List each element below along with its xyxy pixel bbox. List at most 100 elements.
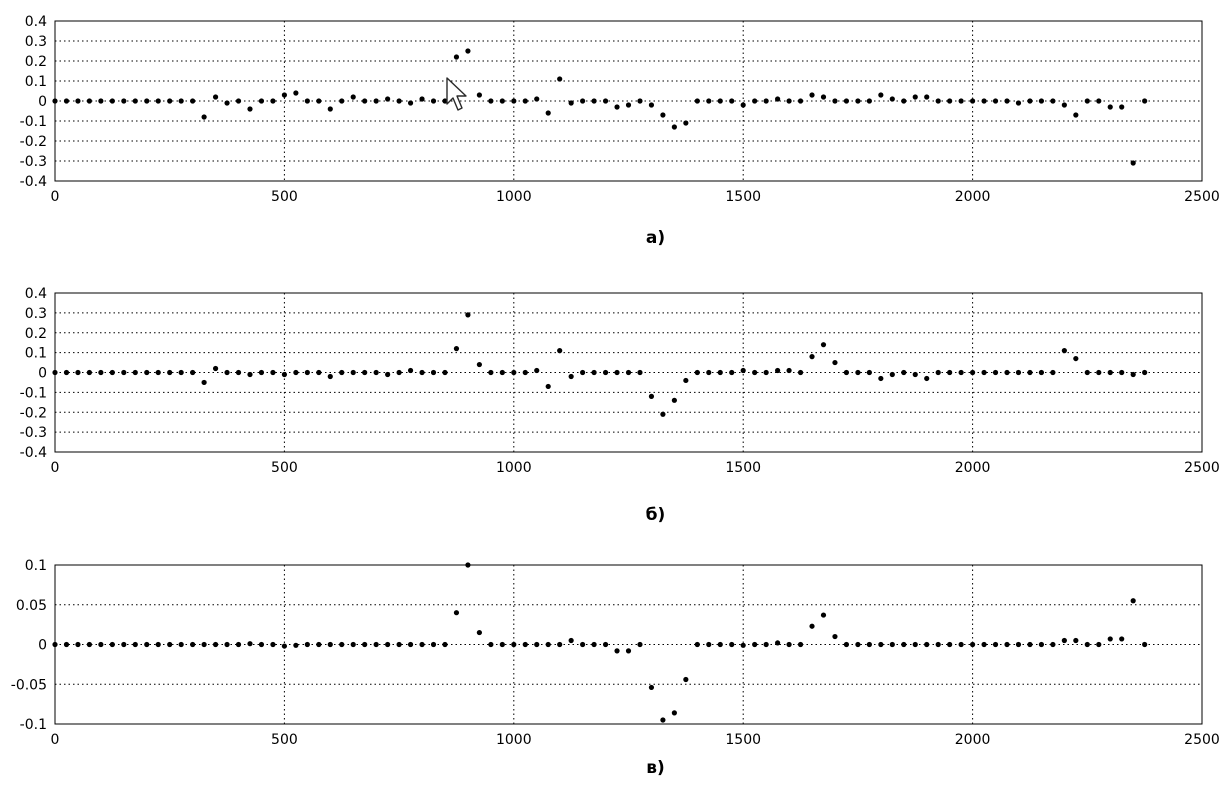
data-point (1130, 371, 1136, 378)
data-point (155, 369, 161, 376)
data-point (1073, 637, 1079, 644)
data-point (465, 562, 471, 568)
y-tick-label: -0.3 (20, 154, 47, 170)
data-point (557, 76, 563, 82)
data-point (740, 367, 746, 374)
data-point (947, 641, 953, 648)
data-point (86, 98, 93, 104)
data-point (339, 369, 345, 376)
data-point (843, 641, 850, 648)
data-point (866, 369, 872, 376)
y-tick-label: 0.3 (25, 34, 47, 50)
data-point (453, 610, 460, 616)
data-point (522, 98, 528, 104)
data-point (958, 98, 964, 104)
data-point (132, 98, 138, 104)
data-point (752, 369, 758, 376)
data-point (706, 369, 712, 376)
x-tick-label: 2500 (1184, 189, 1220, 205)
data-point (442, 641, 448, 648)
x-tick-label: 2000 (955, 460, 991, 476)
x-tick-label: 1500 (725, 732, 761, 748)
x-tick-label: 0 (51, 189, 60, 205)
data-point (1119, 369, 1125, 376)
data-point (820, 612, 827, 618)
x-tick-label: 0 (51, 460, 60, 476)
data-point (947, 369, 953, 376)
data-point (694, 98, 700, 104)
data-point (350, 94, 356, 100)
data-point (1004, 641, 1010, 648)
x-tick-label: 500 (271, 189, 298, 205)
data-point (786, 641, 792, 648)
data-point (602, 98, 609, 104)
data-point (488, 641, 494, 648)
data-point (740, 102, 746, 108)
data-point (258, 98, 265, 104)
data-point (580, 641, 586, 648)
data-point (832, 98, 838, 104)
data-point (407, 367, 414, 374)
data-point (281, 92, 287, 98)
data-point (235, 98, 242, 104)
y-tick-label: 0.1 (25, 558, 47, 574)
data-point (820, 94, 827, 100)
data-point (981, 369, 987, 376)
data-point (924, 94, 930, 100)
y-tick-label: 0.2 (25, 326, 47, 342)
data-point (476, 629, 482, 636)
data-point (385, 641, 391, 648)
data-point (63, 98, 70, 104)
data-point (820, 342, 827, 348)
data-point (752, 98, 758, 104)
data-point (992, 369, 999, 376)
data-point (522, 641, 528, 648)
data-point (809, 92, 815, 98)
data-point (155, 98, 161, 104)
data-point (522, 369, 528, 376)
data-point (889, 96, 895, 102)
data-point (144, 98, 150, 104)
data-point (1061, 637, 1067, 644)
data-point (499, 369, 505, 376)
data-point (339, 98, 345, 104)
data-point (362, 641, 368, 648)
data-point (545, 383, 551, 390)
data-point (86, 641, 93, 648)
data-point (786, 367, 792, 374)
data-point (614, 648, 620, 654)
data-point (167, 98, 173, 104)
data-point (545, 641, 551, 648)
data-point (1061, 102, 1067, 108)
data-point (488, 98, 494, 104)
data-point (958, 369, 964, 376)
data-point (947, 98, 953, 104)
data-point (912, 94, 918, 100)
data-point (155, 641, 161, 648)
data-point (992, 98, 999, 104)
data-point (373, 98, 379, 104)
data-point (511, 98, 517, 104)
x-tick-label: 500 (271, 732, 298, 748)
data-point (98, 641, 104, 648)
data-point (385, 96, 391, 102)
data-point (534, 96, 540, 102)
data-point (190, 641, 196, 648)
x-tick-label: 1000 (496, 189, 532, 205)
y-tick-label: 0.05 (16, 598, 47, 614)
y-tick-label: 0 (38, 638, 47, 654)
data-point (1038, 98, 1045, 104)
data-point (224, 641, 230, 648)
data-point (580, 369, 586, 376)
data-point (511, 641, 517, 648)
data-point (281, 643, 287, 649)
data-point (132, 369, 138, 376)
data-point (832, 359, 838, 366)
data-point (258, 641, 265, 648)
x-tick-label: 500 (271, 460, 298, 476)
data-point (178, 98, 184, 104)
data-point (729, 641, 735, 648)
data-point (1142, 641, 1148, 648)
data-point (316, 98, 322, 104)
y-tick-label: -0.3 (20, 425, 47, 441)
